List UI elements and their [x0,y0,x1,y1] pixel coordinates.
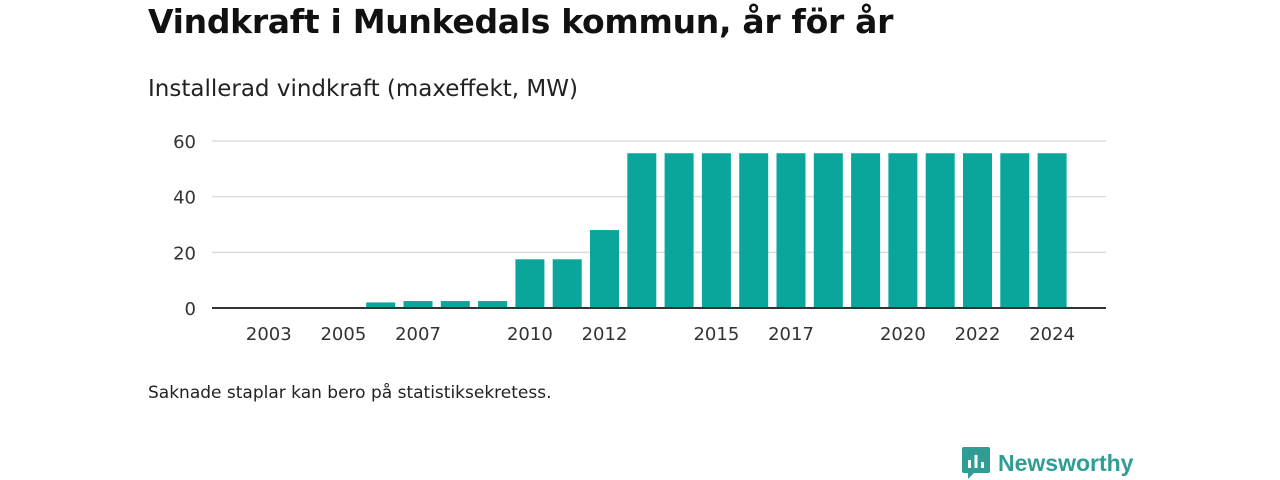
bar-2024 [1037,153,1067,308]
bar-2009 [478,301,508,308]
x-tick-label-2007: 2007 [395,324,441,345]
footnote: Saknade staplar kan bero på statistiksek… [148,383,552,403]
bar-2010 [515,259,545,308]
x-tick-label-2024: 2024 [1029,324,1075,345]
bars [366,153,1067,308]
y-tick-label: 40 [173,188,196,209]
bar-2016 [739,153,769,308]
bar-2008 [440,301,470,308]
bar-2022 [963,153,992,308]
x-tick-label-2020: 2020 [880,324,926,345]
bar-2012 [590,230,619,308]
x-tick-label-2005: 2005 [320,324,366,345]
bar-2023 [1000,153,1030,308]
bar-2019 [851,153,881,308]
chart-title: Vindkraft i Munkedals kommun, år för år [148,2,894,41]
y-tick-label: 0 [185,299,196,320]
x-tick-label-2022: 2022 [955,324,1001,345]
chart-subtitle: Installerad vindkraft (maxeffekt, MW) [148,76,578,102]
brand-name: Newsworthy [998,449,1134,476]
y-tick-label: 20 [173,243,196,264]
newsworthy-logo-icon [962,447,990,479]
bar-2014 [664,153,694,308]
bar-2021 [925,153,955,308]
grid-lines [212,140,1106,254]
x-tick-label-2003: 2003 [246,324,292,345]
x-tick-label-2012: 2012 [582,324,628,345]
bar-2017 [776,153,806,308]
bar-2020 [888,153,918,308]
x-axis-tick-labels: 2003 2005 2007 2010 2012 2015 2017 2020 2022 2024 [246,324,1075,345]
x-tick-label-2010: 2010 [507,324,553,345]
bar-2011 [552,259,582,308]
x-tick-label-2015: 2015 [693,324,739,345]
bar-2018 [813,153,843,308]
x-tick-label-2017: 2017 [768,324,814,345]
y-axis-tick-labels: 0 20 40 60 [173,132,196,320]
newsworthy-brand[interactable]: Newsworthy [962,446,1133,480]
bar-2006 [366,302,396,308]
y-tick-label: 60 [173,132,196,153]
bar-2015 [701,153,731,308]
bar-2013 [627,153,657,308]
bar-2007 [403,301,433,308]
